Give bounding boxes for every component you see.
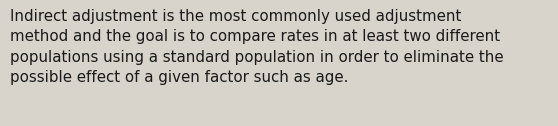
Text: Indirect adjustment is the most commonly used adjustment
method and the goal is : Indirect adjustment is the most commonly… <box>10 9 504 85</box>
